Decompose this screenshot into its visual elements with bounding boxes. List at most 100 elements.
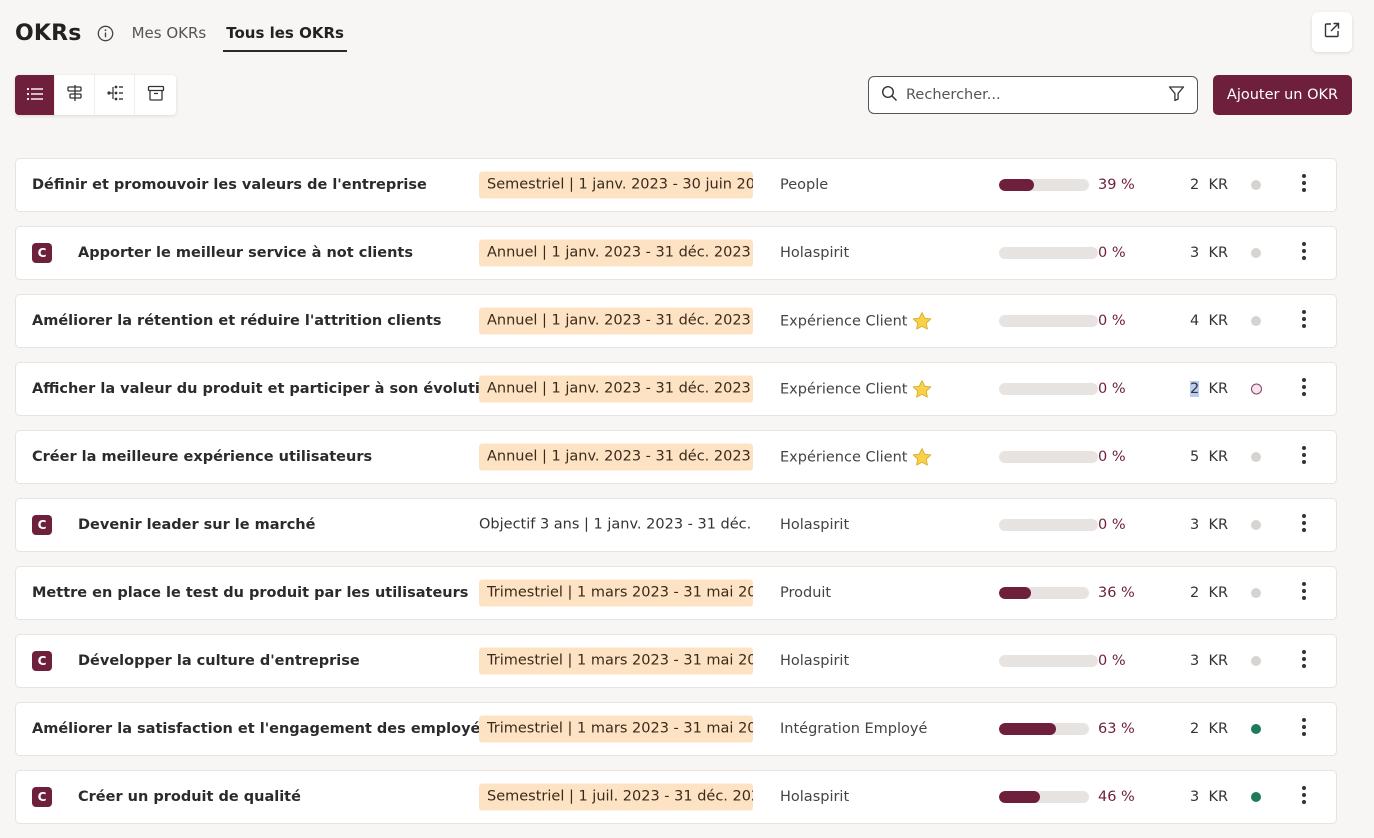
tab-mes-okrs[interactable]: Mes OKRs bbox=[131, 24, 207, 42]
okr-row[interactable]: Afficher la valeur du produit et partici… bbox=[15, 362, 1337, 416]
add-okr-button[interactable]: Ajouter un OKR bbox=[1213, 75, 1352, 115]
more-options-button[interactable] bbox=[1294, 785, 1314, 809]
archive-view-button[interactable] bbox=[135, 75, 176, 115]
okr-title[interactable]: Améliorer la rétention et réduire l'attr… bbox=[32, 313, 442, 329]
kr-number: 3 bbox=[1190, 653, 1200, 669]
okr-title[interactable]: Afficher la valeur du produit et partici… bbox=[32, 381, 501, 397]
page-header: OKRs Mes OKRs Tous les OKRs bbox=[15, 14, 347, 52]
progress-percent: 39 % bbox=[1098, 177, 1135, 193]
status-dot bbox=[1251, 180, 1261, 190]
okr-title[interactable]: Devenir leader sur le marché bbox=[78, 517, 316, 533]
view-switcher bbox=[15, 75, 176, 115]
circle-name[interactable]: Expérience Client bbox=[780, 448, 932, 467]
okr-title[interactable]: Apporter le meilleur service à not clien… bbox=[78, 245, 413, 261]
circle-badge: C bbox=[32, 515, 52, 535]
okr-row[interactable]: C Développer la culture d'entreprise Trime… bbox=[15, 634, 1337, 688]
timeline-view-icon bbox=[66, 84, 84, 106]
progress-percent: 0 % bbox=[1098, 517, 1126, 533]
okr-row[interactable]: Créer la meilleure expérience utilisateu… bbox=[15, 430, 1337, 484]
more-options-button[interactable] bbox=[1294, 513, 1314, 537]
circle-name[interactable]: Intégration Employé bbox=[780, 721, 927, 737]
circle-label: People bbox=[780, 177, 829, 193]
status-dot bbox=[1251, 656, 1261, 666]
more-vertical-icon bbox=[1301, 513, 1307, 537]
kr-number: 2 bbox=[1190, 381, 1200, 397]
progress-bar bbox=[999, 383, 1098, 395]
kr-count[interactable]: 2 KR bbox=[1190, 721, 1228, 737]
kr-count[interactable]: 2 KR bbox=[1190, 177, 1228, 193]
circle-label: Expérience Client bbox=[780, 449, 908, 465]
okr-title[interactable]: Mettre en place le test du produit par l… bbox=[32, 585, 469, 601]
period-tag: Trimestriel | 1 mars 2023 - 31 mai 2023 bbox=[479, 579, 753, 607]
tab-tous-les-okrs[interactable]: Tous les OKRs bbox=[223, 14, 347, 52]
archive-icon bbox=[147, 84, 165, 106]
circle-name[interactable]: Expérience Client bbox=[780, 380, 932, 399]
kr-count[interactable]: 3 KR bbox=[1190, 789, 1228, 805]
more-options-button[interactable] bbox=[1294, 649, 1314, 673]
okr-row[interactable]: Mettre en place le test du produit par l… bbox=[15, 566, 1337, 620]
progress-fill bbox=[999, 723, 1056, 735]
more-options-button[interactable] bbox=[1294, 717, 1314, 741]
circle-name[interactable]: Holaspirit bbox=[780, 653, 849, 669]
okr-row[interactable]: Améliorer la rétention et réduire l'attr… bbox=[15, 294, 1337, 348]
period-tag: Annuel | 1 janv. 2023 - 31 déc. 2023 bbox=[479, 375, 753, 403]
okr-row[interactable]: C Apporter le meilleur service à not clie… bbox=[15, 226, 1337, 280]
okr-title[interactable]: Améliorer la satisfaction et l'engagemen… bbox=[32, 721, 489, 737]
circle-name[interactable]: Holaspirit bbox=[780, 789, 849, 805]
kr-label: KR bbox=[1208, 517, 1229, 533]
period-tag: Semestriel | 1 janv. 2023 - 30 juin 2023 bbox=[479, 171, 753, 199]
kr-number: 2 bbox=[1190, 721, 1200, 737]
progress-bar bbox=[999, 247, 1098, 259]
more-options-button[interactable] bbox=[1294, 309, 1314, 333]
more-vertical-icon bbox=[1301, 445, 1307, 469]
kr-count[interactable]: 5 KR bbox=[1190, 449, 1228, 465]
circle-name[interactable]: Holaspirit bbox=[780, 517, 849, 533]
export-button[interactable] bbox=[1312, 12, 1352, 52]
okr-title[interactable]: Créer la meilleure expérience utilisateu… bbox=[32, 449, 373, 465]
tree-view-button[interactable] bbox=[95, 75, 135, 115]
more-vertical-icon bbox=[1301, 377, 1307, 401]
okr-title[interactable]: Développer la culture d'entreprise bbox=[78, 653, 360, 669]
okr-title[interactable]: Définir et promouvoir les valeurs de l'e… bbox=[32, 177, 427, 193]
progress-percent: 0 % bbox=[1098, 245, 1126, 261]
progress-bar bbox=[999, 315, 1098, 327]
more-options-button[interactable] bbox=[1294, 445, 1314, 469]
okr-row[interactable]: C Devenir leader sur le marché Objectif 3 … bbox=[15, 498, 1337, 552]
kr-count[interactable]: 2 KR bbox=[1190, 585, 1228, 601]
status-dot bbox=[1251, 792, 1261, 802]
more-vertical-icon bbox=[1301, 173, 1307, 197]
kr-label: KR bbox=[1208, 177, 1229, 193]
circle-name[interactable]: Expérience Client bbox=[780, 312, 932, 331]
more-options-button[interactable] bbox=[1294, 241, 1314, 265]
okr-row[interactable]: C Créer un produit de qualité Semestriel |… bbox=[15, 770, 1337, 824]
progress-bar bbox=[999, 723, 1089, 735]
circle-name[interactable]: People bbox=[780, 177, 828, 193]
period-tag: Annuel | 1 janv. 2023 - 31 déc. 2023 bbox=[479, 307, 753, 335]
list-view-button[interactable] bbox=[15, 75, 55, 115]
circle-label: Holaspirit bbox=[780, 789, 850, 805]
okr-row[interactable]: Définir et promouvoir les valeurs de l'e… bbox=[15, 158, 1337, 212]
search-input[interactable] bbox=[906, 87, 1168, 103]
more-options-button[interactable] bbox=[1294, 377, 1314, 401]
okr-title[interactable]: Créer un produit de qualité bbox=[78, 789, 301, 805]
kr-number: 3 bbox=[1190, 245, 1200, 261]
more-options-button[interactable] bbox=[1294, 581, 1314, 605]
kr-count[interactable]: 4 KR bbox=[1190, 313, 1228, 329]
more-vertical-icon bbox=[1301, 649, 1307, 673]
circle-label: Holaspirit bbox=[780, 653, 850, 669]
more-options-button[interactable] bbox=[1294, 173, 1314, 197]
kr-count[interactable]: 3 KR bbox=[1190, 653, 1228, 669]
kr-count[interactable]: 3 KR bbox=[1190, 245, 1228, 261]
filter-icon[interactable] bbox=[1168, 85, 1185, 106]
timeline-view-button[interactable] bbox=[55, 75, 95, 115]
list-view-icon bbox=[26, 86, 44, 105]
okr-row[interactable]: Améliorer la satisfaction et l'engagemen… bbox=[15, 702, 1337, 756]
info-icon[interactable] bbox=[97, 24, 115, 42]
progress-percent: 63 % bbox=[1098, 721, 1135, 737]
circle-label: Produit bbox=[780, 585, 832, 601]
search-box bbox=[868, 76, 1198, 114]
kr-count[interactable]: 2 KR bbox=[1190, 381, 1228, 397]
circle-name[interactable]: Produit bbox=[780, 585, 831, 601]
kr-count[interactable]: 3 KR bbox=[1190, 517, 1228, 533]
circle-name[interactable]: Holaspirit bbox=[780, 245, 849, 261]
